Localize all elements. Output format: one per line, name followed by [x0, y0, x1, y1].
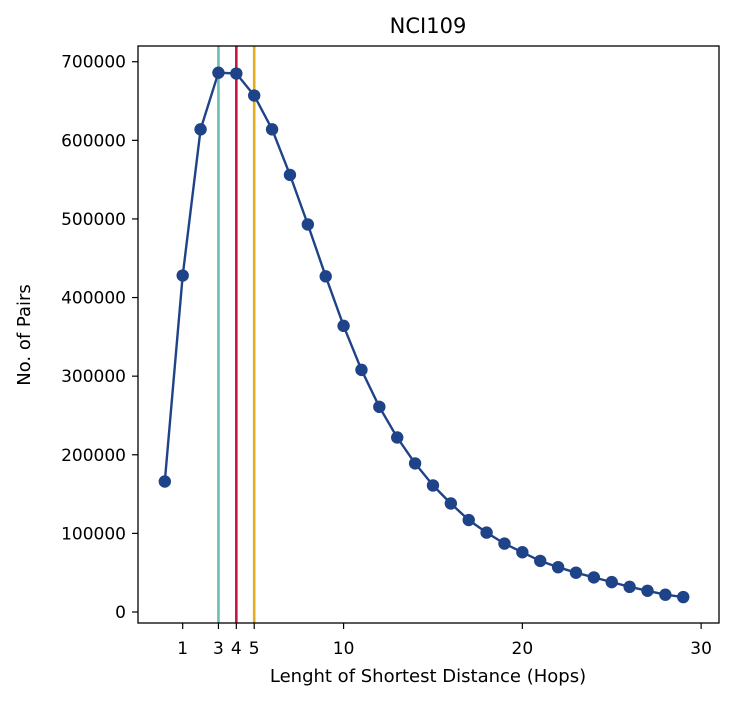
data-point	[391, 431, 404, 444]
data-point	[248, 89, 261, 102]
data-point	[230, 67, 243, 80]
x-axis: 1 3 4 5 10 20 30	[177, 623, 712, 659]
data-point	[194, 123, 207, 136]
y-tick-label: 100000	[61, 524, 126, 544]
data-point	[641, 584, 654, 597]
data-point	[569, 566, 583, 579]
data-point	[426, 479, 440, 492]
data-point	[605, 575, 618, 589]
data-point	[677, 590, 690, 604]
x-tick-label: 10	[333, 639, 355, 659]
y-tick-label: 0	[115, 603, 126, 623]
plot-area	[158, 46, 690, 623]
data-point	[551, 560, 565, 574]
x-tick-label: 5	[249, 639, 260, 659]
data-point	[444, 497, 458, 510]
x-axis-label: Lenght of Shortest Distance (Hops)	[270, 666, 586, 687]
data-point	[623, 580, 636, 594]
x-tick-label: 30	[690, 639, 712, 659]
y-tick-label: 300000	[61, 367, 126, 387]
y-tick-label: 500000	[61, 210, 126, 230]
data-point	[659, 588, 672, 601]
data-point	[373, 400, 386, 414]
data-point	[534, 554, 547, 568]
data-point	[516, 546, 529, 559]
axes-frame	[137, 45, 720, 624]
y-axis-label: No. of Pairs	[14, 284, 35, 386]
data-point	[480, 526, 493, 539]
x-tick-label: 4	[231, 639, 242, 659]
data-point	[587, 571, 601, 584]
data-point	[212, 66, 225, 79]
series-line	[163, 71, 684, 599]
y-tick-label: 600000	[61, 131, 126, 151]
x-tick-label: 20	[512, 639, 534, 659]
y-tick-label: 200000	[61, 446, 126, 466]
data-point	[337, 319, 350, 333]
x-tick-label: 3	[213, 639, 224, 659]
data-point	[498, 537, 511, 550]
x-tick-label: 1	[177, 639, 188, 659]
data-point	[319, 270, 332, 283]
y-tick-label: 400000	[61, 289, 126, 309]
data-point	[408, 457, 422, 470]
data-point	[265, 123, 279, 136]
y-axis: 0 100000 200000 300000 400000 500000 600000 700…	[61, 53, 138, 623]
data-point	[176, 269, 189, 282]
data-point	[301, 218, 315, 231]
chart-title: NCI109	[390, 14, 467, 38]
data-point	[355, 363, 368, 377]
data-point	[283, 168, 297, 182]
data-point	[462, 513, 475, 527]
data-point	[158, 475, 172, 488]
y-tick-label: 700000	[61, 53, 126, 73]
